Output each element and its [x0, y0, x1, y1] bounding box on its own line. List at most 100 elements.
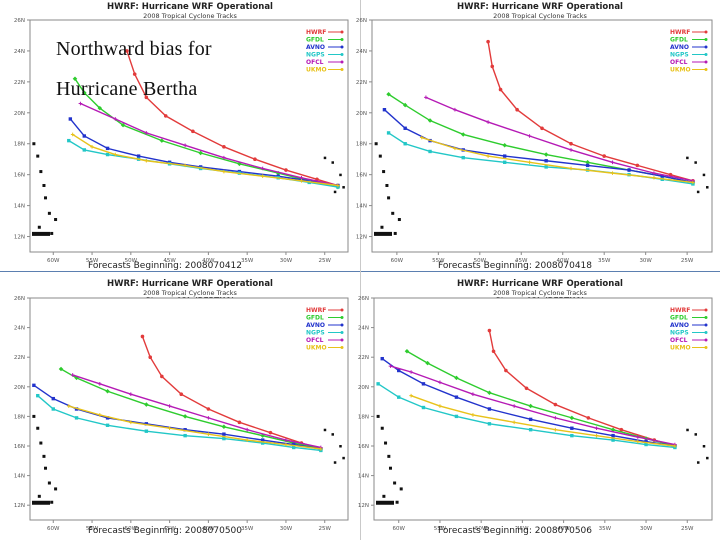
track-point-ngps: [454, 414, 459, 419]
track-point-ukmo: [260, 174, 265, 179]
track-point-ngps: [82, 148, 86, 152]
forecast-start-label: Forecasts Beginning: 2008070412: [88, 261, 242, 271]
track-point-hwrf: [268, 430, 273, 435]
track-point-ofcl: [453, 107, 457, 112]
legend-label-ngps: NGPS: [306, 330, 325, 337]
legend-label-hwrf: HWRF: [670, 307, 690, 314]
track-point-gfdl: [528, 403, 533, 409]
track-point-avno: [644, 439, 648, 444]
track-point-hwrf: [191, 129, 195, 134]
y-tick-label: 12N: [356, 235, 367, 241]
track-point-ofcl: [70, 373, 75, 377]
track-point-avno: [627, 168, 631, 172]
track-point-ofcl: [610, 160, 615, 165]
track-point-ngps: [105, 423, 110, 427]
y-tick-label: 22N: [14, 80, 25, 86]
island-2: [388, 466, 392, 470]
track-line-hwrf: [126, 50, 339, 187]
track-point-avno: [528, 417, 533, 422]
track-point-hwrf: [602, 154, 606, 158]
track-point-hwrf: [125, 49, 129, 53]
legend-label-ngps: NGPS: [670, 330, 689, 337]
track-point-hwrf: [635, 163, 640, 168]
y-tick-label: 16N: [358, 444, 369, 450]
track-point-ngps: [428, 149, 432, 154]
track-point-ukmo: [144, 158, 149, 163]
track-point-ngps: [183, 433, 187, 438]
cape-verde-island-1: [331, 433, 334, 436]
track-point-ofcl: [438, 380, 442, 385]
track-point-ukmo: [419, 135, 424, 140]
track-point-ofcl: [129, 392, 133, 396]
track-point-ukmo: [70, 132, 75, 137]
track-point-hwrf: [619, 427, 624, 432]
track-point-ofcl: [512, 404, 516, 408]
x-tick-label: 35W: [241, 258, 254, 264]
legend-marker-hwrf: [704, 30, 708, 34]
chart-subtitle: 2008 Tropical Cyclone Tracks: [493, 289, 587, 297]
track-point-ngps: [74, 416, 79, 420]
track-point-ngps: [528, 428, 533, 432]
island-3: [387, 454, 391, 458]
track-point-ngps: [36, 393, 40, 398]
track-point-avno: [136, 154, 141, 158]
island-5: [380, 426, 384, 430]
track-line-ngps: [377, 383, 675, 449]
island-4: [384, 441, 388, 445]
island-1: [47, 481, 51, 485]
legend-label-ofcl: OFCL: [306, 337, 324, 344]
legend-marker-hwrf: [704, 308, 708, 312]
y-tick-label: 20N: [14, 385, 25, 391]
island-9: [399, 487, 403, 491]
y-tick-label: 24N: [14, 49, 25, 55]
track-point-ofcl: [553, 416, 558, 420]
x-tick-label: 35W: [241, 526, 254, 532]
y-tick-label: 14N: [14, 474, 25, 480]
legend-marker-ukmo: [704, 346, 708, 349]
island-6: [32, 414, 36, 418]
track-point-ngps: [502, 160, 507, 164]
track-point-ofcl: [388, 364, 393, 368]
legend-marker-ukmo: [704, 68, 708, 71]
track-point-hwrf: [487, 328, 492, 333]
track-point-gfdl: [404, 349, 410, 354]
x-tick-label: 25W: [319, 526, 332, 532]
island-4: [382, 170, 386, 174]
chart-subtitle: 2008 Tropical Cyclone Tracks: [143, 12, 237, 20]
x-tick-label: 30W: [639, 258, 652, 264]
x-tick-label: 30W: [280, 258, 293, 264]
track-point-hwrf: [222, 145, 226, 149]
track-point-ofcl: [144, 131, 149, 135]
track-point-ofcl: [78, 101, 83, 106]
south-america-coast: [32, 500, 50, 505]
cape-verde-island-5: [696, 461, 700, 464]
track-point-ukmo: [319, 447, 323, 451]
island-7: [380, 225, 384, 229]
legend-label-gfdl: GFDL: [670, 315, 688, 322]
legend-marker-hwrf: [340, 308, 344, 312]
island-3: [385, 183, 389, 187]
track-point-avno: [74, 407, 79, 411]
track-point-avno: [183, 428, 187, 432]
x-tick-label: 40W: [202, 526, 215, 532]
x-tick-label: 45W: [163, 258, 176, 264]
track-line-ofcl: [80, 102, 339, 187]
cape-verde-island-4: [323, 156, 327, 160]
track-point-hwrf: [524, 386, 529, 391]
track-point-ofcl: [245, 427, 249, 432]
track-point-ukmo: [245, 438, 249, 442]
x-tick-label: 60W: [393, 526, 406, 532]
x-tick-label: 60W: [47, 526, 60, 532]
track-line-avno: [381, 358, 676, 447]
track-point-avno: [82, 134, 86, 138]
track-point-avno: [487, 407, 492, 411]
track-point-avno: [454, 395, 459, 399]
cape-verde-island-4: [686, 428, 689, 432]
track-point-ofcl: [260, 166, 265, 171]
y-tick-label: 18N: [14, 142, 25, 148]
track-point-ukmo: [610, 171, 615, 175]
track-point-ukmo: [336, 183, 340, 188]
y-tick-label: 12N: [14, 235, 25, 241]
track-point-ukmo: [129, 420, 133, 425]
